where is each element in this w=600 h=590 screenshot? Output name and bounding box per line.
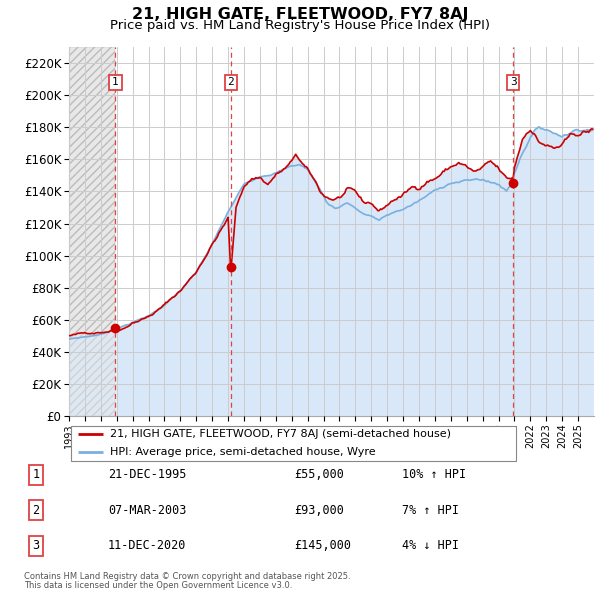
Text: Price paid vs. HM Land Registry's House Price Index (HPI): Price paid vs. HM Land Registry's House …	[110, 19, 490, 32]
Text: 3: 3	[32, 539, 40, 552]
Text: 10% ↑ HPI: 10% ↑ HPI	[402, 468, 466, 481]
Text: £145,000: £145,000	[294, 539, 351, 552]
Text: 1: 1	[112, 77, 119, 87]
Text: This data is licensed under the Open Government Licence v3.0.: This data is licensed under the Open Gov…	[24, 581, 292, 590]
Text: 7% ↑ HPI: 7% ↑ HPI	[402, 504, 459, 517]
Text: 11-DEC-2020: 11-DEC-2020	[108, 539, 187, 552]
Text: 1: 1	[32, 468, 40, 481]
Text: £55,000: £55,000	[294, 468, 344, 481]
Text: 21-DEC-1995: 21-DEC-1995	[108, 468, 187, 481]
Text: 3: 3	[510, 77, 517, 87]
Text: 21, HIGH GATE, FLEETWOOD, FY7 8AJ (semi-detached house): 21, HIGH GATE, FLEETWOOD, FY7 8AJ (semi-…	[110, 429, 451, 439]
Text: 2: 2	[32, 504, 40, 517]
Text: HPI: Average price, semi-detached house, Wyre: HPI: Average price, semi-detached house,…	[110, 447, 375, 457]
Text: 2: 2	[227, 77, 234, 87]
Text: Contains HM Land Registry data © Crown copyright and database right 2025.: Contains HM Land Registry data © Crown c…	[24, 572, 350, 581]
Text: 07-MAR-2003: 07-MAR-2003	[108, 504, 187, 517]
Text: 21, HIGH GATE, FLEETWOOD, FY7 8AJ: 21, HIGH GATE, FLEETWOOD, FY7 8AJ	[132, 7, 468, 22]
FancyBboxPatch shape	[71, 426, 516, 461]
Text: £93,000: £93,000	[294, 504, 344, 517]
Text: 4% ↓ HPI: 4% ↓ HPI	[402, 539, 459, 552]
